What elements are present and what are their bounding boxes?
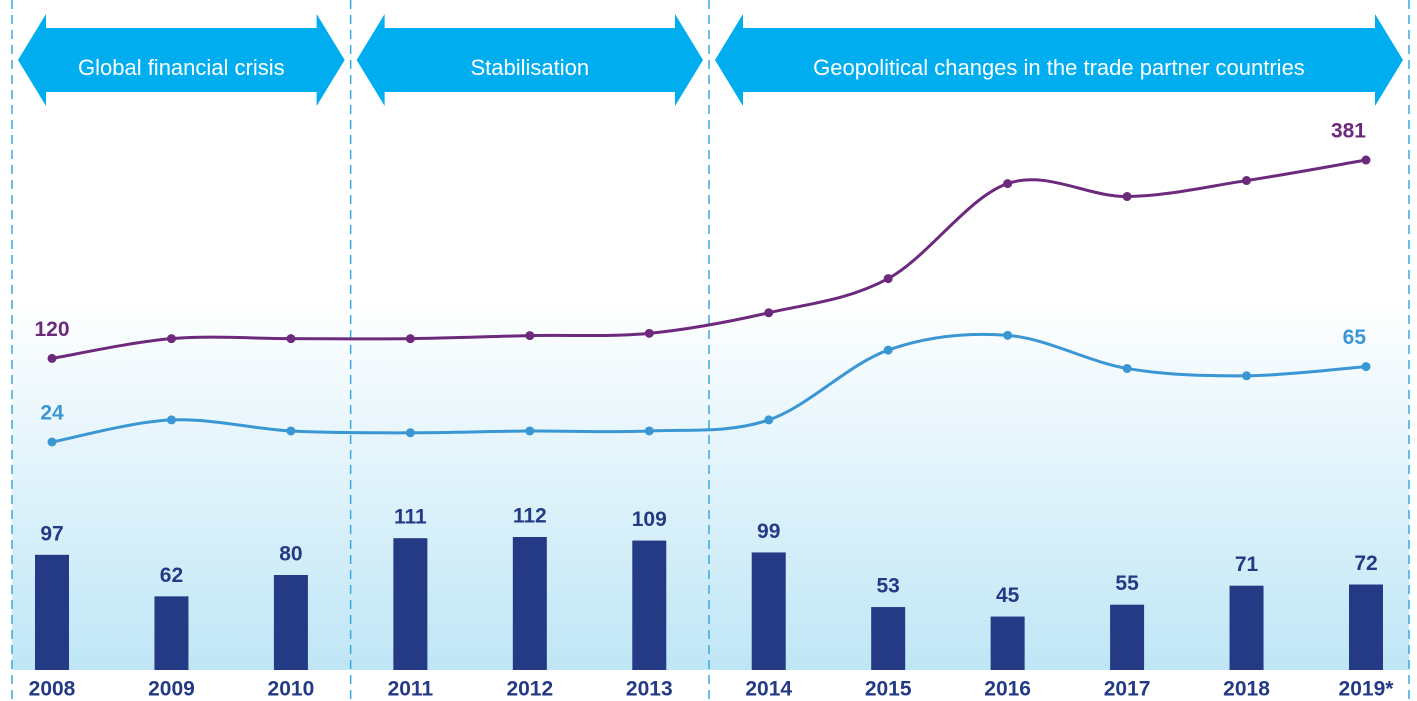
line-point (883, 274, 893, 284)
line-point (525, 331, 535, 341)
x-tick-label: 2009 (148, 678, 195, 701)
line-label: 120 (34, 318, 69, 341)
phase-label: Global financial crisis (77, 54, 285, 80)
phase-arrow (18, 14, 345, 106)
x-tick-label: 2012 (506, 678, 553, 701)
x-tick-label: 2017 (1104, 678, 1151, 701)
x-tick-label: 2010 (268, 678, 315, 701)
line-label: 24 (40, 402, 64, 425)
line-label: 381 (1331, 120, 1366, 143)
bar (273, 575, 308, 670)
bar-label: 111 (394, 506, 427, 529)
line-point (644, 426, 654, 436)
bar-label: 112 (513, 505, 547, 528)
phase-label-box: Stabilisation (470, 54, 590, 80)
bar (393, 538, 428, 670)
x-tick-label: 2014 (745, 678, 792, 701)
bar-label: 80 (279, 543, 302, 566)
bar (154, 596, 189, 670)
line-point (47, 353, 57, 363)
x-tick-label: 2016 (984, 678, 1031, 701)
bar-label: 72 (1354, 552, 1377, 575)
bar-label: 109 (632, 508, 667, 531)
bar (990, 616, 1025, 670)
line-point (286, 334, 296, 344)
bar-label: 99 (757, 520, 780, 543)
line-point (1003, 179, 1013, 189)
line-point (405, 334, 415, 344)
bar-label: 45 (996, 584, 1020, 607)
line-point (286, 426, 296, 436)
bar-label: 97 (40, 522, 63, 545)
line-point (1003, 330, 1013, 340)
bar (871, 607, 906, 670)
bar (751, 552, 786, 670)
line-point (1122, 363, 1132, 373)
line-point (883, 345, 893, 355)
bar (1229, 585, 1264, 670)
line-point (764, 308, 774, 318)
bar-label: 55 (1115, 572, 1139, 595)
x-tick-label: 2019* (1339, 678, 1395, 701)
line-point (644, 328, 654, 338)
phase-arrow (356, 14, 703, 106)
phase-label: Geopolitical changes in the trade partne… (813, 54, 1305, 80)
bar (1349, 584, 1383, 670)
line-point (166, 334, 176, 344)
bar (512, 537, 547, 670)
line (51, 158, 1367, 360)
line-point (166, 415, 176, 425)
bar-label: 71 (1235, 553, 1259, 576)
line-point (1242, 371, 1252, 381)
x-tick-label: 2013 (626, 678, 673, 701)
line-point (405, 428, 415, 438)
bar-label: 62 (160, 564, 183, 587)
x-tick-label: 2018 (1223, 678, 1270, 701)
phase-label-box: Geopolitical changes in the trade partne… (813, 54, 1305, 80)
line-point (1242, 176, 1252, 186)
bar (632, 540, 667, 670)
phase-label: Stabilisation (470, 54, 590, 80)
line-point (47, 437, 57, 447)
x-tick-label: 2008 (29, 678, 76, 701)
line-label: 65 (1343, 326, 1367, 349)
line-point (1361, 155, 1371, 165)
x-tick-label: 2011 (388, 678, 434, 701)
line-point (1122, 192, 1132, 202)
line-point (1361, 362, 1371, 372)
background (12, 300, 1409, 670)
bar (35, 554, 69, 670)
phase-label-box: Global financial crisis (77, 54, 285, 80)
x-tick-label: 2015 (865, 678, 912, 701)
bar-label: 53 (877, 575, 900, 598)
bar (1110, 604, 1145, 670)
line-point (764, 415, 774, 425)
line-point (525, 426, 535, 436)
phase-arrow (715, 14, 1403, 106)
